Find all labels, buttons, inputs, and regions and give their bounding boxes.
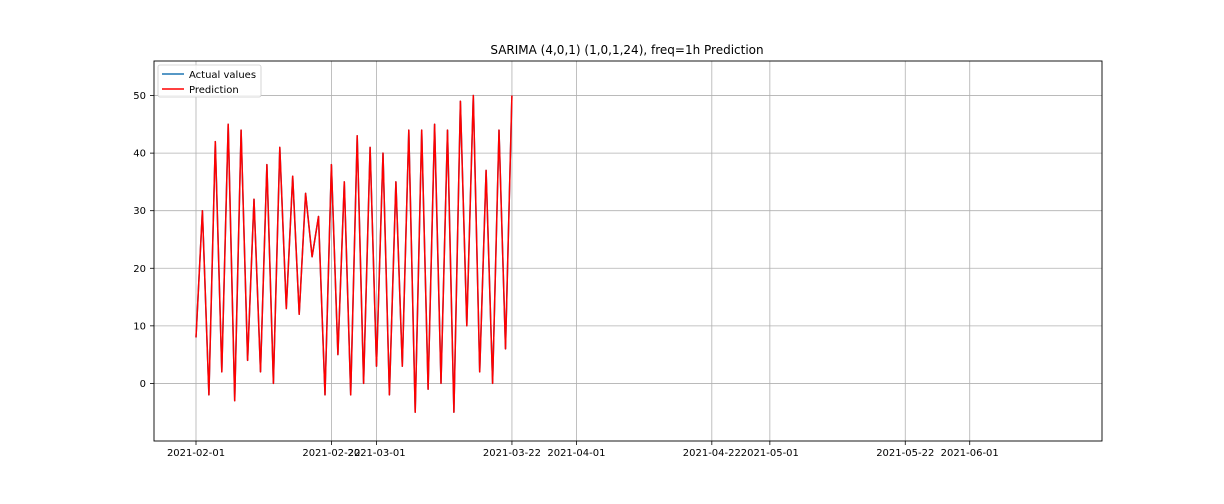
y-tick-label: 50: [133, 91, 146, 102]
x-tick-label: 2021-04-01: [547, 448, 605, 459]
plot-frame: [153, 60, 1103, 442]
x-tick-label: 2021-06-01: [941, 448, 999, 459]
y-tick-label: 10: [133, 321, 146, 332]
y-tick-label: 20: [133, 264, 146, 275]
x-tick-label: 2021-03-01: [347, 448, 405, 459]
legend: Actual values Prediction: [157, 64, 262, 98]
y-tick-label: 0: [140, 379, 146, 390]
x-tick-label: 2021-03-22: [483, 448, 541, 459]
x-tick-label: 2021-05-22: [876, 448, 934, 459]
y-tick-label: 40: [133, 149, 146, 160]
chart-title: SARIMA (4,0,1) (1,0,1,24), freq=1h Predi…: [490, 43, 763, 57]
x-tick-label: 2021-02-22: [302, 448, 360, 459]
grid-layer: [154, 61, 1102, 441]
series-layer: [195, 94, 513, 413]
x-tick-label: 2021-05-01: [741, 448, 799, 459]
y-tick-label: 30: [133, 206, 146, 217]
legend-label-prediction: Prediction: [189, 85, 239, 96]
x-tick-label: 2021-02-01: [167, 448, 225, 459]
legend-label-actual: Actual values: [189, 70, 256, 81]
y-axis: 0 10 20 30 40 50: [133, 91, 154, 390]
x-tick-label: 2021-04-22: [683, 448, 741, 459]
series-line-prediction: [195, 94, 513, 413]
